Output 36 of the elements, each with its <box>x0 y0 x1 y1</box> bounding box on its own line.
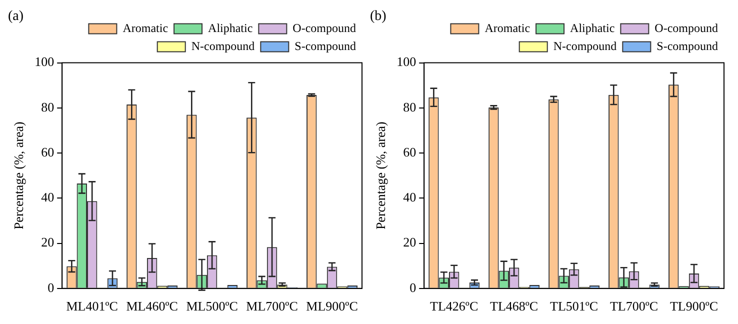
y-tick-label: 20 <box>41 234 54 250</box>
x-tick-label: ML700ºC <box>246 298 298 314</box>
legend-label: Aliphatic <box>570 20 615 35</box>
y-tick-label: 100 <box>34 54 54 70</box>
x-tick-label: ML900ºC <box>306 298 358 314</box>
y-tick-label: 80 <box>41 99 54 114</box>
y-tick-label: 0 <box>48 280 54 295</box>
legend-label: N-compound <box>191 38 255 53</box>
y-tick-label: 0 <box>410 280 416 295</box>
x-tick-label: ML500ºC <box>186 298 238 314</box>
y-tick-label: 40 <box>403 190 416 205</box>
y-tick-label: 80 <box>403 99 416 114</box>
x-tick-label: TL501ºC <box>550 298 598 314</box>
y-axis-title: Percentage (%, area) <box>373 122 388 230</box>
y-axis-title: Percentage (%, area) <box>11 122 26 230</box>
x-tick-label: TL900ºC <box>670 298 718 314</box>
x-tick-label: ML401ºC <box>66 298 118 314</box>
legend-label: Aromatic <box>122 20 168 35</box>
y-tick-label: 20 <box>403 234 416 250</box>
x-tick-label: ML460ºC <box>126 298 178 314</box>
legend-label: S-compound <box>656 38 718 53</box>
legend-label: S-compound <box>294 38 356 53</box>
y-tick-label: 100 <box>396 54 416 70</box>
chart-title: (b) <box>370 9 387 24</box>
y-tick-label: 40 <box>41 190 54 205</box>
legend-label: Aromatic <box>484 20 530 35</box>
x-tick-label: TL700ºC <box>610 298 658 314</box>
y-tick-label: 60 <box>41 144 54 160</box>
x-tick-label: TL468ºC <box>490 298 538 314</box>
legend-label: O-compound <box>654 20 718 35</box>
legend-label: N-compound <box>553 38 617 53</box>
y-tick-label: 60 <box>403 144 416 160</box>
legend-label: O-compound <box>292 20 356 35</box>
x-tick-label: TL426ºC <box>430 298 478 314</box>
legend-label: Aliphatic <box>208 20 253 35</box>
chart-title: (a) <box>8 9 24 24</box>
